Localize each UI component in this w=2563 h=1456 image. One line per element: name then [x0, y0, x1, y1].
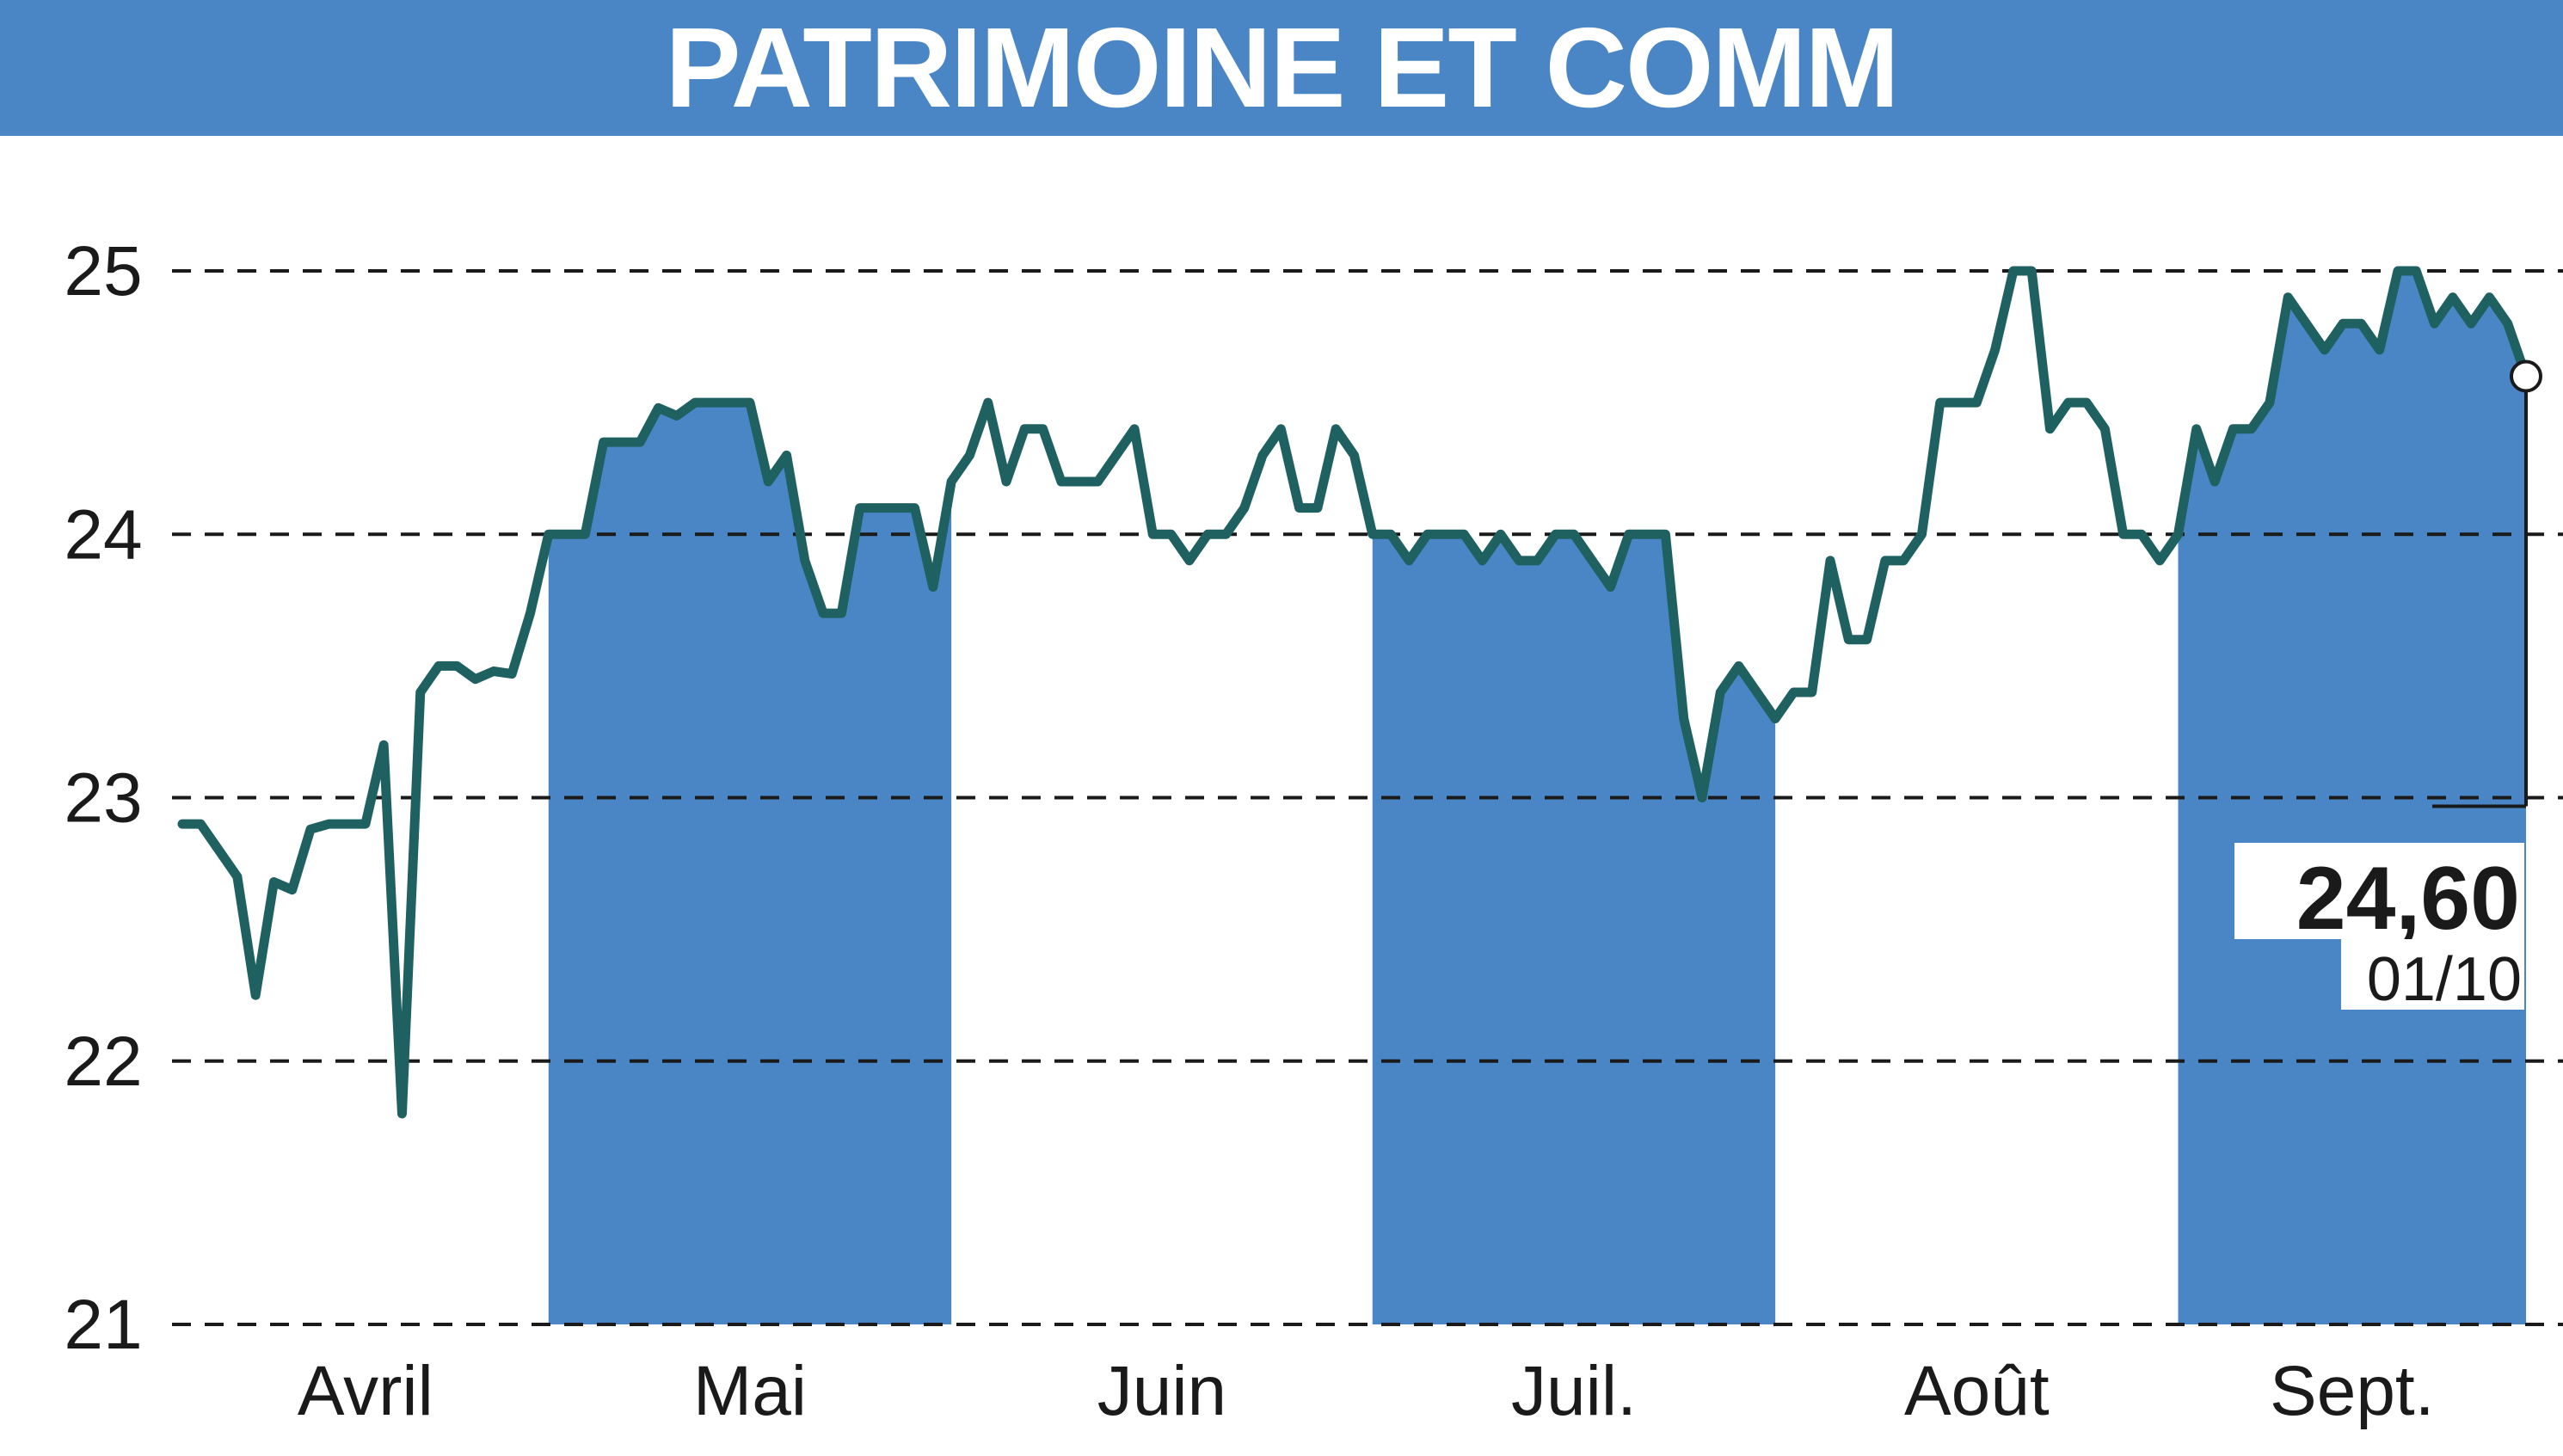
x-axis-month-labels: Avril Mai Juin Juil. Août Sept. — [298, 1352, 2435, 1430]
x-month-label-1: Avril — [298, 1352, 433, 1430]
last-value-label: 24,60 — [2296, 849, 2520, 949]
last-value-box — [2234, 843, 2524, 939]
last-date-box — [2341, 939, 2524, 1010]
y-axis-ticks: 21 22 23 24 25 — [64, 232, 142, 1364]
last-date-label: 01/10 — [2367, 945, 2522, 1014]
month-band-1 — [548, 402, 952, 1324]
y-tick-label-25: 25 — [64, 232, 142, 310]
title-bar — [0, 0, 2563, 136]
price-line — [177, 266, 2531, 1119]
x-month-label-4: Juil. — [1511, 1352, 1637, 1430]
y-tick-label-21: 21 — [64, 1286, 142, 1364]
x-month-label-2: Mai — [693, 1352, 807, 1430]
last-value-dot — [2510, 359, 2542, 393]
x-month-label-5: Août — [1904, 1352, 2050, 1430]
y-tick-label-24: 24 — [64, 495, 142, 574]
price-line-layer — [177, 266, 2531, 1119]
chart-title: PATRIMOINE ET COMM — [665, 4, 1899, 131]
y-tick-label-23: 23 — [64, 759, 142, 838]
x-month-label-3: Juin — [1097, 1352, 1226, 1430]
x-month-label-6: Sept. — [2270, 1352, 2434, 1430]
y-tick-label-22: 22 — [64, 1023, 142, 1101]
month-band-3 — [1372, 534, 1776, 1324]
